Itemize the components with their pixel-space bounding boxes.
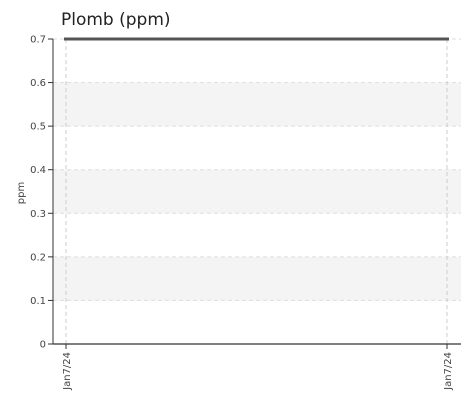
plot-axes — [52, 39, 461, 345]
y-tick-label: 0 — [40, 340, 46, 351]
plot-bands — [53, 82, 461, 301]
y-axis-ticks: 0 0.1 0.2 0.3 0.4 0.5 0.6 0.7 — [30, 35, 53, 351]
y-tick-label: 0.6 — [30, 78, 46, 89]
y-tick-label: 0.5 — [30, 122, 46, 133]
grid-band — [53, 256, 461, 301]
y-tick-label: 0.3 — [30, 209, 46, 220]
x-axis-ticks: Jan7/24 Jan7/24 — [62, 344, 454, 391]
grid-band — [53, 169, 461, 214]
x-tick-label: Jan7/24 — [443, 352, 454, 391]
y-tick-label: 0.1 — [30, 296, 46, 307]
y-tick-label: 0.4 — [30, 165, 46, 176]
y-tick-label: 0.7 — [30, 35, 46, 46]
y-axis-label: ppm — [16, 182, 27, 204]
y-tick-label: 0.2 — [30, 252, 46, 263]
chart-title: Plomb (ppm) — [61, 10, 171, 30]
x-tick-label: Jan7/24 — [62, 352, 73, 391]
grid-band — [53, 82, 461, 127]
